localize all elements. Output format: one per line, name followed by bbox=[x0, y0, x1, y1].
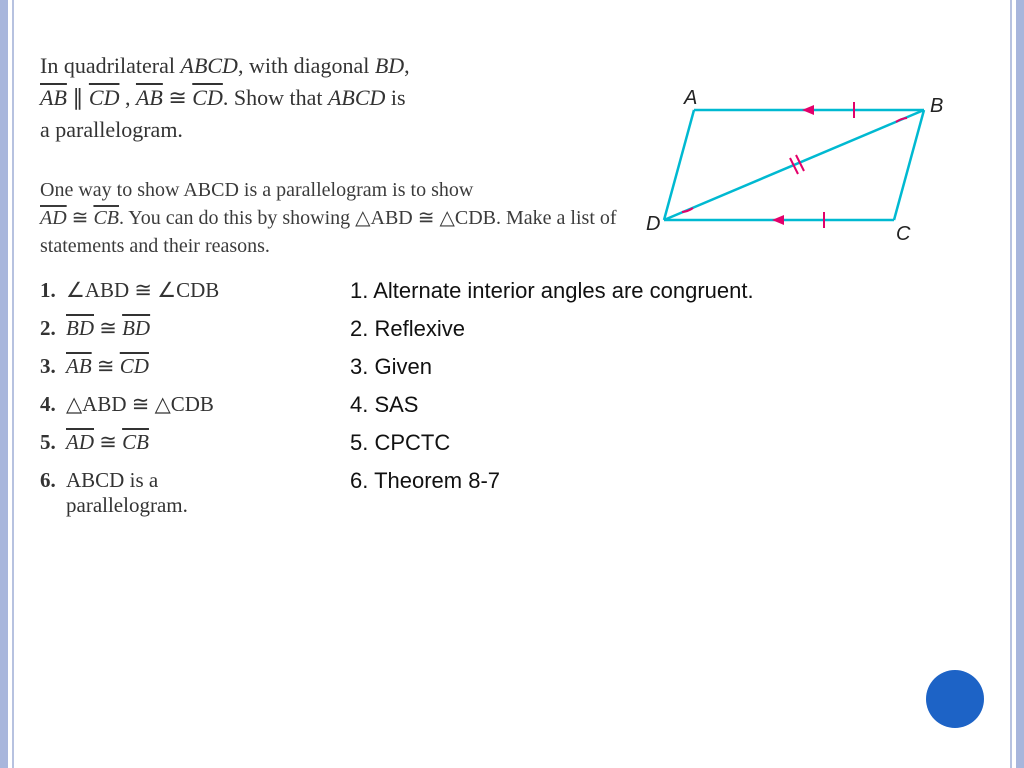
text: BD bbox=[375, 53, 404, 78]
parallelogram-figure: A B C D bbox=[624, 90, 964, 260]
hint-text: One way to show ABCD is a parallelogram … bbox=[40, 176, 620, 260]
proof-table: 1. ∠ABD ≅ ∠CDB 1. Alternate interior ang… bbox=[40, 278, 984, 518]
text: ABCD bbox=[183, 179, 239, 201]
statement: AD ≅ CB bbox=[66, 430, 149, 455]
reason: 4. SAS bbox=[350, 392, 418, 418]
text: . You can do this by showing △ bbox=[119, 207, 371, 229]
segment: AD bbox=[40, 207, 67, 229]
proof-row: 3. AB ≅ CD 3. Given bbox=[40, 354, 984, 380]
text: In quadrilateral bbox=[40, 53, 181, 78]
text: is bbox=[385, 85, 405, 110]
text: CDB bbox=[455, 207, 496, 229]
statement: ABCD is a parallelogram. bbox=[66, 468, 188, 518]
vertex-label: A bbox=[683, 87, 697, 109]
reason: 5. CPCTC bbox=[350, 430, 450, 456]
statement-number: 6. bbox=[40, 468, 66, 518]
problem-statement: In quadrilateral ABCD, with diagonal BD,… bbox=[40, 50, 600, 146]
proof-row: 2. BD ≅ BD 2. Reflexive bbox=[40, 316, 984, 342]
segment: CD bbox=[89, 85, 120, 110]
reason: 3. Given bbox=[350, 354, 432, 380]
statement-number: 4. bbox=[40, 392, 66, 417]
proof-row: 1. ∠ABD ≅ ∠CDB 1. Alternate interior ang… bbox=[40, 278, 984, 304]
left-rule-thick bbox=[0, 0, 8, 768]
segment: AB bbox=[40, 85, 67, 110]
statement: BD ≅ BD bbox=[66, 316, 150, 341]
text: ≅ bbox=[163, 85, 192, 110]
decorative-dot bbox=[926, 670, 984, 728]
reason: 2. Reflexive bbox=[350, 316, 465, 342]
vertex-label: D bbox=[646, 213, 660, 235]
left-rule-thin bbox=[12, 0, 14, 768]
reason: 6. Theorem 8-7 bbox=[350, 468, 500, 494]
text: ∥ bbox=[67, 85, 89, 110]
tick-mark-icon bbox=[824, 102, 854, 228]
text: , bbox=[119, 85, 136, 110]
statement: ∠ABD ≅ ∠CDB bbox=[66, 278, 219, 303]
vertex-label: C bbox=[896, 223, 911, 245]
right-rule-thick bbox=[1016, 0, 1024, 768]
reason: 1. Alternate interior angles are congrue… bbox=[350, 278, 754, 304]
proof-row: 6. ABCD is a parallelogram. 6. Theorem 8… bbox=[40, 468, 984, 518]
statement: △ABD ≅ △CDB bbox=[66, 392, 214, 417]
proof-row: 5. AD ≅ CB 5. CPCTC bbox=[40, 430, 984, 456]
text: One way to show bbox=[40, 179, 183, 201]
statement: AB ≅ CD bbox=[66, 354, 149, 379]
segment: AB bbox=[136, 85, 163, 110]
text: ABCD bbox=[181, 53, 238, 78]
text: ABCD bbox=[328, 85, 385, 110]
proof-row: 4. △ABD ≅ △CDB 4. SAS bbox=[40, 392, 984, 418]
vertex-label: B bbox=[930, 95, 943, 117]
statement-number: 2. bbox=[40, 316, 66, 341]
text: , with diagonal bbox=[238, 53, 375, 78]
text: ≅ △ bbox=[413, 207, 455, 229]
text: ABD bbox=[371, 207, 413, 229]
segment: CD bbox=[192, 85, 223, 110]
page-content: In quadrilateral ABCD, with diagonal BD,… bbox=[40, 50, 984, 748]
right-rule-thin bbox=[1010, 0, 1012, 768]
text: a parallelogram. bbox=[40, 117, 183, 142]
text: , bbox=[404, 53, 410, 78]
statement-number: 1. bbox=[40, 278, 66, 303]
text: . Show that bbox=[223, 85, 328, 110]
text: is a parallelogram is to show bbox=[239, 179, 473, 201]
text: ≅ bbox=[67, 207, 94, 229]
segment: CB bbox=[93, 207, 119, 229]
statement-number: 5. bbox=[40, 430, 66, 455]
statement-number: 3. bbox=[40, 354, 66, 379]
